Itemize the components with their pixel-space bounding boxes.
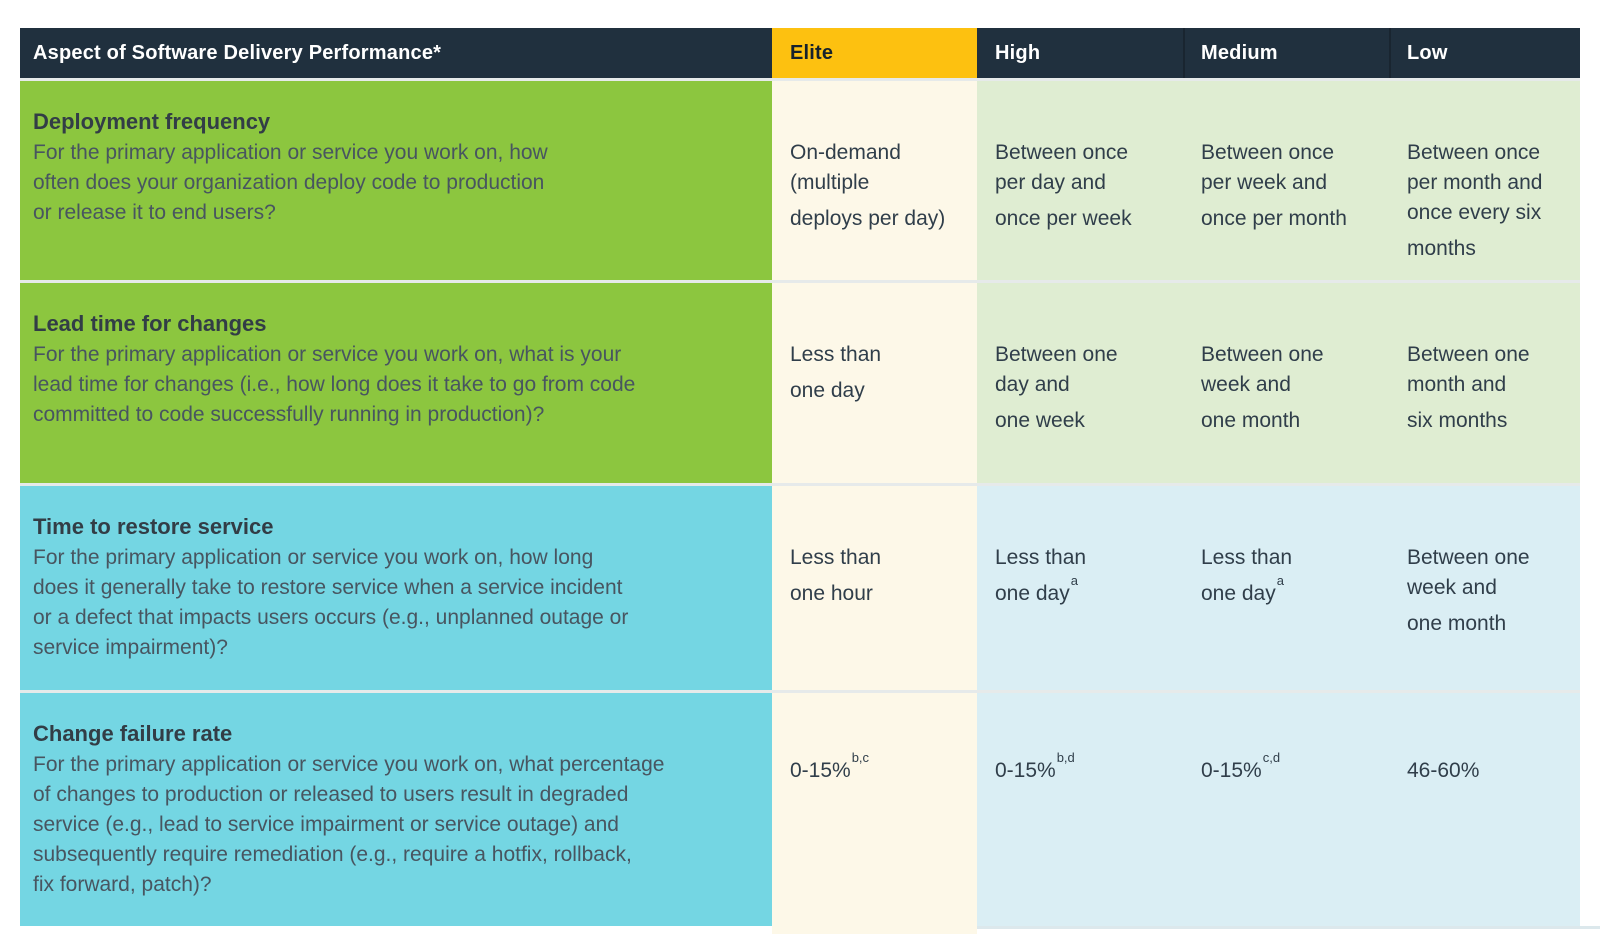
value-lead-time-elite: Less than one day: [772, 283, 977, 483]
value-text: Less than one day: [1201, 546, 1293, 605]
column-header-aspect: Aspect of Software Delivery Performance*: [20, 28, 772, 78]
value-change-failure-medium: 0-15%c,d: [1183, 693, 1389, 926]
value-text: Between one month and six months: [1407, 343, 1530, 432]
row-label-lead-time-for-changes: Lead time for changes For the primary ap…: [20, 283, 772, 483]
value-text: On-demand (multiple deploys per day): [790, 141, 946, 230]
footnote-marker: a: [1276, 573, 1284, 588]
value-change-failure-low: 46-60%: [1389, 693, 1580, 926]
value-deployment-frequency-elite: On-demand (multiple deploys per day): [772, 81, 977, 280]
value-text: Less than one hour: [790, 546, 882, 605]
column-header-elite: Elite: [772, 28, 977, 78]
row-description: For the primary application or service y…: [33, 141, 548, 224]
value-restore-high: Less than one daya: [977, 486, 1183, 690]
row-label-time-to-restore-service: Time to restore service For the primary …: [20, 486, 772, 690]
row-label-deployment-frequency: Deployment frequency For the primary app…: [20, 81, 772, 280]
row-label-change-failure-rate: Change failure rate For the primary appl…: [20, 693, 772, 926]
value-restore-medium: Less than one daya: [1183, 486, 1389, 690]
software-delivery-performance-table: Aspect of Software Delivery Performance*…: [20, 28, 1600, 934]
value-text: 0-15%: [995, 759, 1056, 782]
value-deployment-frequency-medium: Between once per week and once per month: [1183, 81, 1389, 280]
value-text: 0-15%: [1201, 759, 1262, 782]
column-header-high: High: [977, 28, 1183, 78]
value-lead-time-low: Between one month and six months: [1389, 283, 1580, 483]
value-restore-elite: Less than one hour: [772, 486, 977, 690]
footnote-marker: c,d: [1262, 750, 1281, 765]
value-text: Between one week and one month: [1201, 343, 1324, 432]
column-header-medium: Medium: [1183, 28, 1389, 78]
value-text: 46-60%: [1407, 759, 1480, 782]
row-description: For the primary application or service y…: [33, 753, 665, 896]
value-text: Between one day and one week: [995, 343, 1118, 432]
footnote-marker: b,c: [851, 750, 870, 765]
value-text: Less than one day: [995, 546, 1087, 605]
row-description: For the primary application or service y…: [33, 546, 629, 659]
value-text: Between one week and one month: [1407, 546, 1530, 635]
row-title: Time to restore service: [33, 514, 274, 539]
row-title: Change failure rate: [33, 721, 233, 746]
table-grid: Aspect of Software Delivery Performance*…: [20, 28, 1600, 934]
value-deployment-frequency-high: Between once per day and once per week: [977, 81, 1183, 280]
value-text: Less than one day: [790, 343, 882, 402]
row-title: Lead time for changes: [33, 311, 267, 336]
footnote-marker: b,d: [1056, 750, 1075, 765]
table-bottom-edge: [977, 926, 1600, 929]
value-deployment-frequency-low: Between once per month and once every si…: [1389, 81, 1580, 280]
column-header-low: Low: [1389, 28, 1580, 78]
footnote-marker: a: [1070, 573, 1078, 588]
value-restore-low: Between one week and one month: [1389, 486, 1580, 690]
value-text: Between once per day and once per week: [995, 141, 1132, 230]
value-change-failure-high: 0-15%b,d: [977, 693, 1183, 926]
row-title: Deployment frequency: [33, 109, 271, 134]
value-lead-time-medium: Between one week and one month: [1183, 283, 1389, 483]
value-text: Between once per month and once every si…: [1407, 141, 1543, 260]
value-change-failure-elite: 0-15%b,c: [772, 693, 977, 926]
value-text: 0-15%: [790, 759, 851, 782]
elite-column-tail: [772, 926, 977, 934]
value-lead-time-high: Between one day and one week: [977, 283, 1183, 483]
row-description: For the primary application or service y…: [33, 343, 636, 426]
value-text: Between once per week and once per month: [1201, 141, 1347, 230]
